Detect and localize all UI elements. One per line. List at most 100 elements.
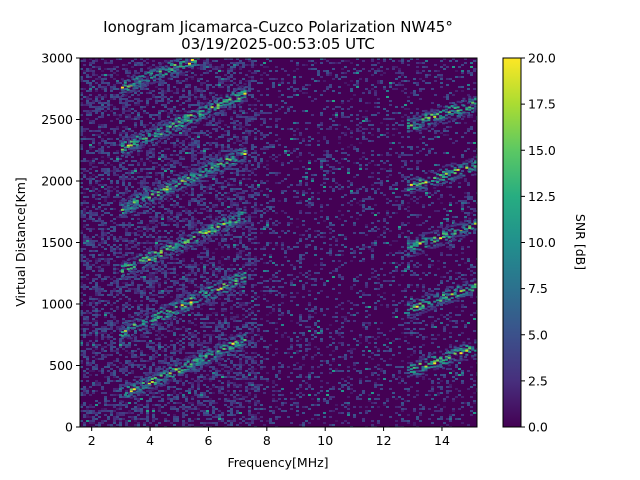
noise-cell <box>197 234 200 236</box>
noise-cell <box>215 336 218 338</box>
noise-cell <box>251 296 254 298</box>
noise-cell <box>152 192 155 194</box>
noise-cell <box>119 214 122 216</box>
noise-cell <box>260 82 263 84</box>
noise-cell <box>80 248 83 250</box>
noise-cell <box>128 402 131 404</box>
noise-cell <box>92 382 95 384</box>
noise-cell <box>164 348 167 350</box>
noise-cell <box>152 128 155 130</box>
noise-cell <box>161 346 164 348</box>
noise-cell <box>266 196 269 198</box>
noise-cell <box>89 322 92 324</box>
noise-cell <box>89 242 92 244</box>
noise-cell <box>83 294 86 296</box>
noise-cell <box>158 198 161 200</box>
noise-cell <box>143 82 146 84</box>
noise-cell <box>260 78 263 80</box>
noise-cell <box>248 392 251 394</box>
noise-cell <box>80 132 83 134</box>
noise-cell <box>173 66 176 68</box>
noise-cell <box>245 200 248 202</box>
noise-cell <box>98 134 101 136</box>
noise-cell <box>101 358 104 360</box>
noise-cell <box>215 94 218 96</box>
noise-cell <box>107 264 110 266</box>
noise-cell <box>86 334 89 336</box>
noise-cell <box>134 132 137 134</box>
noise-cell <box>140 276 143 278</box>
noise-cell <box>206 248 209 250</box>
noise-cell <box>164 328 167 330</box>
noise-cell <box>227 140 230 142</box>
noise-cell <box>116 350 119 352</box>
noise-cell <box>116 82 119 84</box>
noise-cell <box>146 62 149 64</box>
noise-cell <box>83 262 86 264</box>
noise-cell <box>179 372 182 374</box>
noise-cell <box>176 58 179 60</box>
noise-cell <box>155 242 158 244</box>
noise-cell <box>170 236 173 238</box>
noise-cell <box>266 372 269 374</box>
noise-cell <box>182 260 185 262</box>
noise-cell <box>203 158 206 160</box>
noise-cell <box>227 58 230 60</box>
noise-cell <box>113 240 116 242</box>
noise-cell <box>239 60 242 62</box>
noise-cell <box>194 142 197 144</box>
noise-cell <box>173 178 176 180</box>
noise-cell <box>113 266 116 268</box>
noise-cell <box>158 396 161 398</box>
noise-cell <box>209 192 212 194</box>
noise-cell <box>161 328 164 330</box>
noise-cell <box>110 220 113 222</box>
noise-cell <box>182 286 185 288</box>
noise-cell <box>176 338 179 340</box>
noise-cell <box>113 290 116 292</box>
noise-cell <box>119 238 122 240</box>
noise-cell <box>233 198 236 200</box>
noise-cell <box>86 364 89 366</box>
noise-cell <box>101 230 104 232</box>
noise-cell <box>263 72 266 74</box>
noise-cell <box>170 398 173 400</box>
noise-cell <box>209 336 212 338</box>
noise-cell <box>182 284 185 286</box>
noise-cell <box>110 282 113 284</box>
noise-cell <box>200 130 203 132</box>
noise-cell <box>170 296 173 298</box>
noise-cell <box>152 96 155 98</box>
noise-cell <box>197 152 200 154</box>
noise-cell <box>251 206 254 208</box>
noise-cell <box>134 118 137 120</box>
noise-cell <box>263 366 266 368</box>
noise-cell <box>86 104 89 106</box>
noise-cell <box>113 376 116 378</box>
noise-cell <box>239 124 242 126</box>
noise-cell <box>209 94 212 96</box>
noise-cell <box>80 324 83 326</box>
noise-cell <box>260 384 263 386</box>
noise-cell <box>248 94 251 96</box>
noise-cell <box>263 246 266 248</box>
noise-cell <box>239 110 242 112</box>
noise-cell <box>251 238 254 240</box>
noise-cell <box>80 210 83 212</box>
noise-cell <box>212 184 215 186</box>
noise-cell <box>218 336 221 338</box>
noise-cell <box>239 386 242 388</box>
noise-cell <box>245 332 248 334</box>
noise-cell <box>239 290 242 292</box>
noise-cell <box>182 148 185 150</box>
noise-cell <box>197 370 200 372</box>
noise-cell <box>203 180 206 182</box>
noise-cell <box>110 234 113 236</box>
noise-cell <box>209 104 212 106</box>
noise-cell <box>86 218 89 220</box>
noise-cell <box>260 376 263 378</box>
noise-cell <box>140 270 143 272</box>
noise-cell <box>83 284 86 286</box>
noise-cell <box>113 250 116 252</box>
noise-cell <box>161 172 164 174</box>
